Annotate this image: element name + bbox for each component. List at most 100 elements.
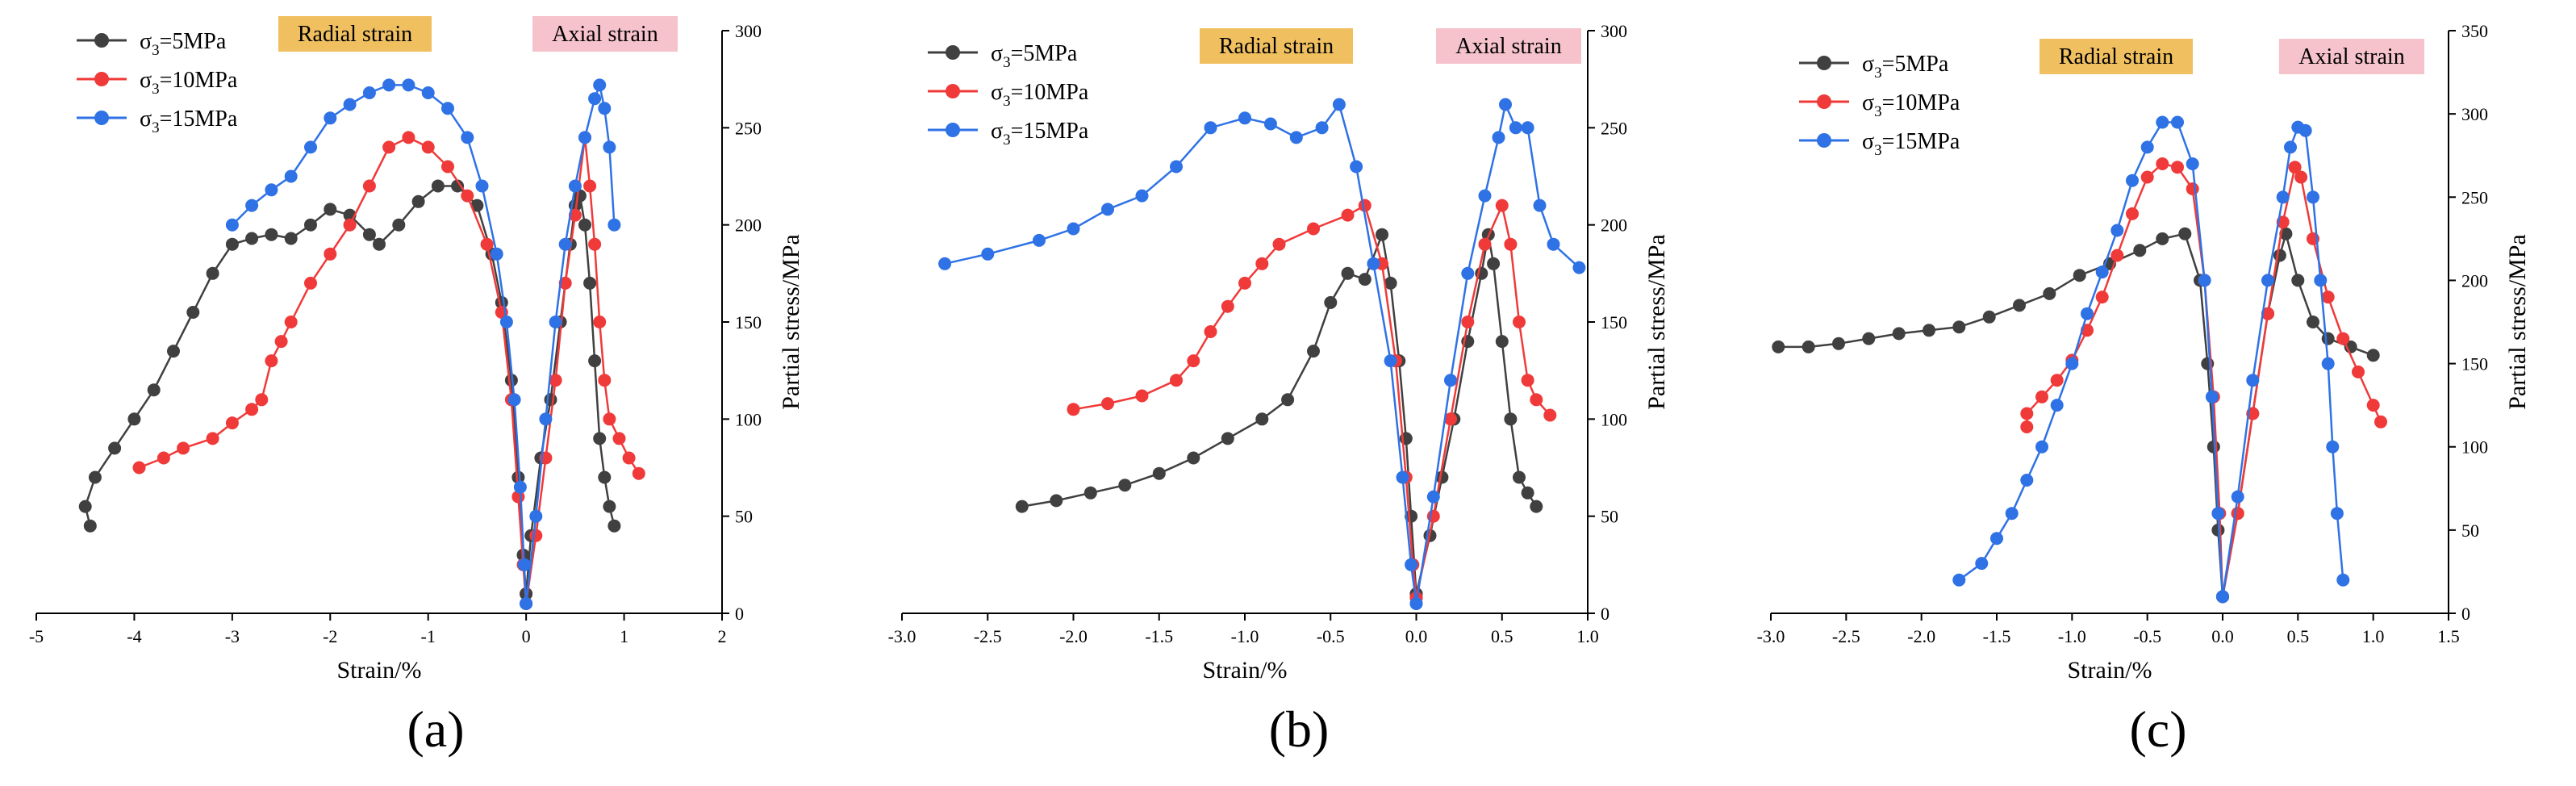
legend-entry: σ3=15MPa (140, 107, 238, 136)
legend-marker (94, 33, 109, 48)
data-point (245, 199, 259, 212)
data-point (245, 403, 259, 416)
legend-marker (946, 45, 960, 60)
data-point (1315, 121, 1329, 135)
series-3 (1952, 115, 2350, 604)
data-point (1067, 403, 1080, 416)
y-tick-label: 350 (2461, 21, 2488, 41)
data-point (1547, 237, 1560, 251)
data-point (593, 316, 607, 328)
data-point (255, 393, 269, 407)
data-point (206, 432, 219, 445)
data-point (2013, 299, 2026, 312)
data-point (1952, 320, 1966, 334)
data-point (343, 218, 357, 232)
legend-entry: σ3=5MPa (1862, 52, 1949, 82)
data-point (304, 140, 317, 154)
data-point (2156, 157, 2169, 170)
x-tick-label: -1.0 (2058, 626, 2086, 646)
data-point (2065, 357, 2079, 370)
data-point (2005, 507, 2019, 521)
data-point (2133, 244, 2147, 257)
radial-strain-badge (278, 16, 432, 52)
data-point (157, 451, 170, 465)
data-point (2279, 227, 2293, 240)
data-point (132, 461, 146, 475)
data-point (2336, 332, 2350, 345)
data-point (2050, 399, 2064, 412)
panel-label: (a) (407, 700, 464, 758)
series-3 (225, 78, 621, 610)
series-line-radial (944, 102, 1417, 604)
data-point (461, 131, 474, 144)
y-axis-label: Partial stress/MPa (778, 234, 804, 410)
data-point (461, 189, 474, 203)
x-tick-label: 0 (522, 626, 531, 646)
radial-strain-badge (2040, 39, 2193, 74)
x-tick-label: 0.0 (1405, 626, 1428, 646)
data-point (304, 276, 317, 290)
y-tick-label: 300 (735, 21, 762, 41)
data-point (1135, 189, 1149, 203)
data-point (284, 169, 298, 183)
data-point (284, 316, 298, 328)
data-point (2246, 374, 2260, 387)
series-1 (1015, 228, 1543, 600)
data-point (2171, 115, 2184, 129)
axial-strain-badge (1436, 28, 1581, 64)
data-point (392, 218, 406, 232)
data-point (598, 374, 612, 387)
data-point (1221, 299, 1234, 313)
data-point (1513, 316, 1526, 328)
data-point (362, 86, 376, 99)
y-tick-label: 150 (1601, 312, 1627, 332)
data-point (1862, 332, 1876, 345)
x-tick-label: -3.0 (1757, 626, 1785, 646)
data-point (1975, 557, 1989, 571)
data-point (549, 374, 562, 387)
data-point (1255, 257, 1269, 270)
data-point (167, 345, 180, 358)
x-axis-label: Strain/% (2068, 657, 2152, 684)
data-point (245, 232, 259, 245)
data-point (206, 266, 219, 280)
data-point (1221, 432, 1234, 445)
legend-marker (1817, 56, 1831, 70)
data-point (2216, 590, 2229, 604)
y-tick-label: 100 (735, 409, 762, 429)
x-tick-label: -2.5 (1832, 626, 1860, 646)
data-point (1281, 393, 1295, 407)
x-tick-label: -3 (225, 626, 240, 646)
chart-panel-2: -3.0 -2.5 -2.0 -1.5 -1.0 -0.5 0.0 0.5 1.00 50 100 1… (888, 21, 1670, 758)
data-point (402, 78, 415, 92)
data-point (1170, 160, 1183, 174)
data-point (225, 237, 239, 251)
data-point (2321, 291, 2335, 304)
series-line-radial (1021, 231, 1417, 594)
data-point (2284, 140, 2297, 154)
data-point (1118, 479, 1132, 492)
data-point (1152, 466, 1166, 480)
data-point (1892, 327, 1906, 341)
data-point (2156, 232, 2169, 245)
data-point (513, 480, 527, 494)
data-point (1204, 121, 1217, 135)
data-point (593, 432, 607, 445)
data-point (520, 597, 533, 610)
series-line-axial (1415, 101, 1580, 604)
data-point (2035, 390, 2048, 403)
data-point (2020, 474, 2034, 487)
data-point (1204, 325, 1217, 338)
legend-entry: σ3=15MPa (1862, 129, 1960, 159)
data-point (1504, 412, 1518, 426)
data-point (2211, 507, 2225, 521)
data-point (2307, 190, 2319, 204)
y-tick-label: 250 (1601, 118, 1627, 138)
panel-label: (b) (1269, 700, 1330, 758)
data-point (225, 218, 239, 232)
data-point (2352, 365, 2365, 378)
data-point (1513, 470, 1526, 484)
data-point (1272, 237, 1286, 251)
data-point (1923, 324, 1935, 337)
data-point (507, 393, 521, 407)
